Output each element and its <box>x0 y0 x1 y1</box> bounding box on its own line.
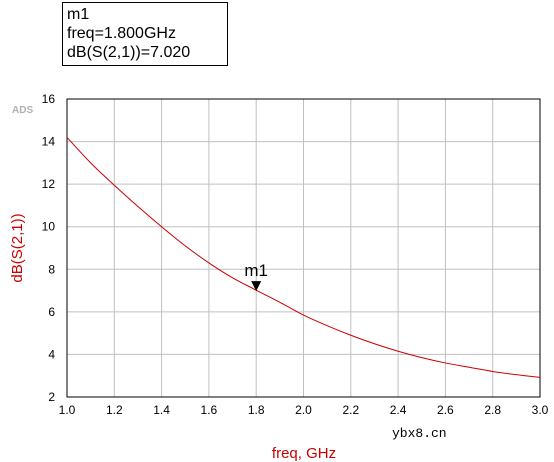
y-tick-label: 6 <box>48 305 55 319</box>
x-tick-label: 1.6 <box>201 403 218 417</box>
marker-name: m1 <box>67 6 90 23</box>
ads-logo: ADS <box>12 105 33 116</box>
y-tick-labels: 2 4 6 8 10 12 14 16 <box>42 92 56 404</box>
x-tick-label: 2.6 <box>437 403 454 417</box>
x-tick-label: 1.4 <box>153 403 170 417</box>
y-tick-label: 8 <box>48 262 55 276</box>
plot-frame <box>66 98 541 398</box>
x-tick-label: 2.8 <box>484 403 501 417</box>
marker-readout-box[interactable]: m1 freq=1.800GHz dB(S(2,1))=7.020 <box>62 2 228 66</box>
y-tick-label: 2 <box>48 390 55 404</box>
marker-triangle[interactable] <box>251 281 262 292</box>
x-tick-label: 3.0 <box>532 403 549 417</box>
x-tick-label: 2.2 <box>342 403 359 417</box>
x-tick-label: 1.2 <box>106 403 123 417</box>
x-axis-title: freq, GHz <box>272 445 336 462</box>
x-tick-label: 1.0 <box>59 403 76 417</box>
y-tick-label: 16 <box>42 92 56 106</box>
marker-freq: freq=1.800GHz <box>67 25 176 42</box>
y-tick-label: 14 <box>42 135 56 149</box>
marker-label: m1 <box>244 261 268 280</box>
x-tick-label: 1.8 <box>248 403 265 417</box>
marker-layer: m1 <box>244 261 268 292</box>
y-tick-label: 12 <box>42 177 56 191</box>
grid <box>67 99 540 397</box>
y-tick-label: 10 <box>42 220 56 234</box>
y-axis-title: dB(S(2,1)) <box>9 213 26 282</box>
y-tick-label: 4 <box>48 347 55 361</box>
x-tick-label: 2.0 <box>295 403 312 417</box>
marker-value: dB(S(2,1))=7.020 <box>67 44 191 61</box>
x-tick-label: 2.4 <box>390 403 407 417</box>
x-tick-labels: 1.0 1.2 1.4 1.6 1.8 2.0 2.2 2.4 2.6 2.8 3.0 <box>59 403 549 417</box>
series-layer <box>66 136 541 378</box>
watermark: ybx8.cn <box>392 426 447 441</box>
series-line <box>66 136 541 378</box>
